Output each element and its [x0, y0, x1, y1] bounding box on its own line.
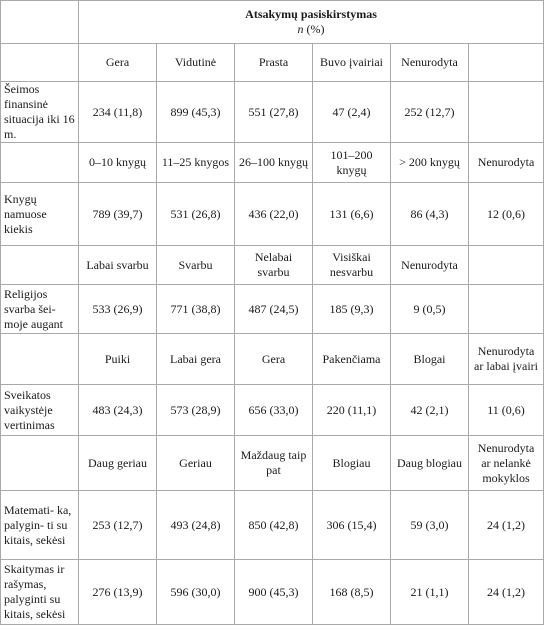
- header-cell: Vidutinė: [156, 43, 235, 82]
- value-cell: 11 (0,6): [467, 384, 544, 436]
- row-label: Matemati- ka, palygin- ti su kitais, sek…: [0, 490, 79, 560]
- value-cell: 900 (45,3): [234, 559, 313, 625]
- data-row: Sveikatos vaikystėje vertinimas 483 (24,…: [0, 384, 544, 436]
- header-cell: Prasta: [234, 43, 313, 82]
- title-text: Atsakymų pasiskirstymas: [245, 7, 377, 21]
- value-cell: 12 (0,6): [467, 182, 544, 246]
- header-empty-cell: [0, 245, 79, 285]
- value-cell: 47 (2,4): [312, 81, 391, 143]
- value-cell: 850 (42,8): [234, 490, 313, 560]
- header-cell: Blogiau: [312, 435, 391, 491]
- value-cell: 131 (6,6): [312, 182, 391, 246]
- header-cell: [467, 245, 544, 285]
- value-cell: 59 (3,0): [390, 490, 469, 560]
- table-title: Atsakymų pasiskirstymas n (%): [77, 0, 544, 44]
- value-cell: 573 (28,9): [156, 384, 235, 436]
- header-cell: Puiki: [78, 333, 157, 385]
- header-cell: 101–200 knygų: [312, 142, 391, 183]
- title-subtitle: n (%): [82, 22, 540, 37]
- header-cell: Nenurodyta: [390, 43, 469, 82]
- data-row: Šeimos finansinė situacija iki 16 m. 234…: [0, 81, 544, 143]
- value-cell: 276 (13,9): [78, 559, 157, 625]
- data-row: Religijos svarba šei- moje augant 533 (2…: [0, 284, 544, 334]
- data-row: Matemati- ka, palygin- ti su kitais, sek…: [0, 490, 544, 560]
- value-cell: 656 (33,0): [234, 384, 313, 436]
- header-cell: Gera: [78, 43, 157, 82]
- header-cell: Geriau: [156, 435, 235, 491]
- value-cell: 24 (1,2): [467, 490, 544, 560]
- header-cell: Nenurodyta ar nelankė mokyklos: [467, 435, 544, 491]
- value-cell: 493 (24,8): [156, 490, 235, 560]
- value-cell: 533 (26,9): [78, 284, 157, 334]
- header-cell: Maždaug taip pat: [234, 435, 313, 491]
- value-cell: 21 (1,1): [390, 559, 469, 625]
- header-cell: Labai gera: [156, 333, 235, 385]
- corner-cell: [0, 0, 79, 44]
- value-cell: 24 (1,2): [467, 559, 544, 625]
- value-cell: 168 (8,5): [312, 559, 391, 625]
- value-cell: 551 (27,8): [234, 81, 313, 143]
- value-cell: 234 (11,8): [78, 81, 157, 143]
- value-cell: [467, 81, 544, 143]
- data-row: Skaitymas ir rašymas, palyginti su kitai…: [0, 559, 544, 625]
- value-cell: 596 (30,0): [156, 559, 235, 625]
- header-empty-cell: [0, 142, 79, 183]
- title-n: n: [297, 22, 304, 36]
- header-cell: Buvo įvairiai: [312, 43, 391, 82]
- header-cell: 26–100 knygų: [234, 142, 313, 183]
- value-cell: 185 (9,3): [312, 284, 391, 334]
- value-cell: [467, 284, 544, 334]
- value-cell: 220 (11,1): [312, 384, 391, 436]
- header-cell: Nelabai svarbu: [234, 245, 313, 285]
- header-empty-cell: [0, 43, 79, 82]
- header-row: Daug geriau Geriau Maždaug taip pat Blog…: [0, 435, 544, 491]
- title-pct: (%): [303, 22, 325, 36]
- header-cell: Svarbu: [156, 245, 235, 285]
- header-cell: 0–10 knygų: [78, 142, 157, 183]
- row-label: Knygų namuose kiekis: [0, 182, 79, 246]
- header-cell: Blogai: [390, 333, 469, 385]
- value-cell: 483 (24,3): [78, 384, 157, 436]
- row-label: Skaitymas ir rašymas, palyginti su kitai…: [0, 559, 79, 625]
- value-cell: 252 (12,7): [390, 81, 469, 143]
- header-row: Puiki Labai gera Gera Pakenčiama Blogai …: [0, 333, 544, 385]
- value-cell: 86 (4,3): [390, 182, 469, 246]
- row-label: Sveikatos vaikystėje vertinimas: [0, 384, 79, 436]
- value-cell: 771 (38,8): [156, 284, 235, 334]
- data-row: Knygų namuose kiekis 789 (39,7) 531 (26,…: [0, 182, 544, 246]
- header-cell: Nenurodyta: [390, 245, 469, 285]
- header-empty-cell: [0, 435, 79, 491]
- value-cell: 42 (2,1): [390, 384, 469, 436]
- value-cell: 436 (22,0): [234, 182, 313, 246]
- header-cell: [467, 43, 544, 82]
- value-cell: 531 (26,8): [156, 182, 235, 246]
- header-cell: Visiškai nesvarbu: [312, 245, 391, 285]
- header-cell: Daug geriau: [78, 435, 157, 491]
- header-cell: Labai svarbu: [78, 245, 157, 285]
- row-label: Religijos svarba šei- moje augant: [0, 284, 79, 334]
- header-row: Gera Vidutinė Prasta Buvo įvairiai Nenur…: [0, 43, 544, 82]
- header-cell: Nenurodyta ar labai įvairi: [467, 333, 544, 385]
- header-row: Labai svarbu Svarbu Nelabai svarbu Visiš…: [0, 245, 544, 285]
- header-cell: > 200 knygų: [390, 142, 469, 183]
- value-cell: 306 (15,4): [312, 490, 391, 560]
- value-cell: 253 (12,7): [78, 490, 157, 560]
- row-label: Šeimos finansinė situacija iki 16 m.: [0, 81, 79, 143]
- header-row: 0–10 knygų 11–25 knygos 26–100 knygų 101…: [0, 142, 544, 183]
- value-cell: 899 (45,3): [156, 81, 235, 143]
- header-cell: Pakenčiama: [312, 333, 391, 385]
- value-cell: 487 (24,5): [234, 284, 313, 334]
- header-cell: Daug blogiau: [390, 435, 469, 491]
- header-cell: Gera: [234, 333, 313, 385]
- header-empty-cell: [0, 333, 79, 385]
- header-cell: 11–25 knygos: [156, 142, 235, 183]
- value-cell: 789 (39,7): [78, 182, 157, 246]
- header-cell: Nenurodyta: [467, 142, 544, 183]
- value-cell: 9 (0,5): [390, 284, 469, 334]
